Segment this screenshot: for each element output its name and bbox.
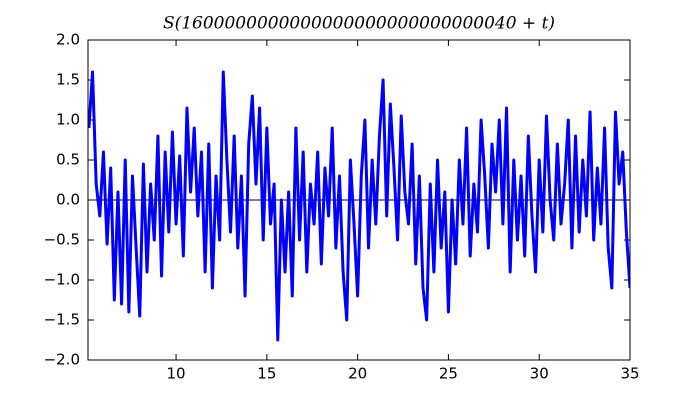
- y-tick-label: −1.5: [44, 311, 80, 329]
- y-tick-label: 0.5: [56, 151, 80, 169]
- x-tick-label: 20: [348, 365, 367, 383]
- x-tick-label: 25: [439, 365, 458, 383]
- x-tick-label: 10: [167, 365, 186, 383]
- y-tick-label: −1.0: [44, 271, 80, 289]
- x-tick-label: 30: [530, 365, 549, 383]
- x-tick-label: 15: [257, 365, 276, 383]
- y-tick-label: 1.0: [56, 111, 80, 129]
- x-tick-label: 35: [620, 365, 639, 383]
- y-tick-label: 1.5: [56, 71, 80, 89]
- y-tick-label: −2.0: [44, 351, 80, 369]
- y-tick-label: 0.0: [56, 191, 80, 209]
- y-tick-label: 2.0: [56, 31, 80, 49]
- data-line: [88, 70, 630, 342]
- chart-title: S(1600000000000000000000000000040 + t): [163, 14, 555, 34]
- plot-frame: [87, 39, 631, 361]
- y-tick-label: −0.5: [44, 231, 80, 249]
